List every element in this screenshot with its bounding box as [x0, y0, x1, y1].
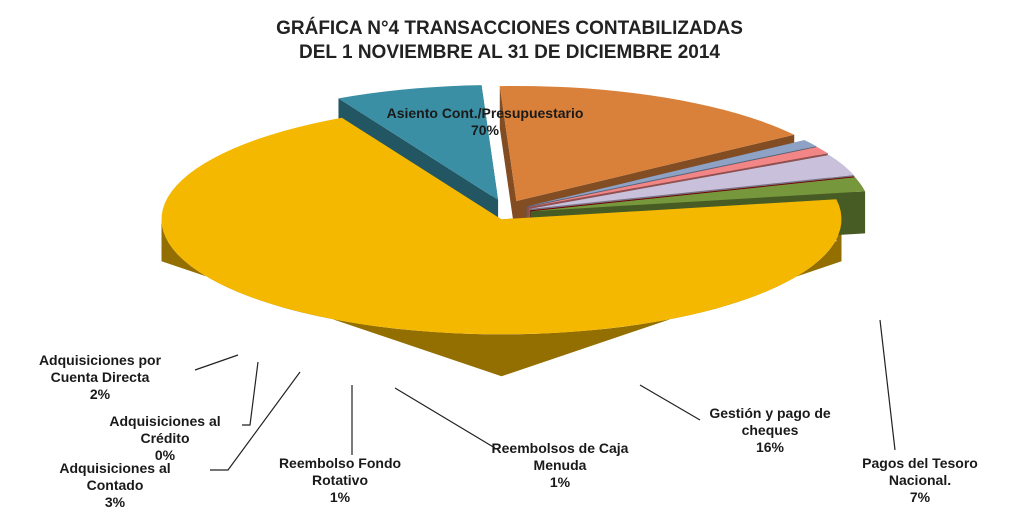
- label-value: 16%: [755, 439, 785, 455]
- leader-line: [394, 387, 496, 449]
- label-value: 1%: [549, 474, 571, 490]
- slice: [529, 155, 854, 210]
- label-value: 0%: [154, 447, 176, 463]
- label-name: Gestión y pago de cheques: [709, 405, 831, 438]
- slice: [529, 176, 855, 211]
- data-label: Adquisiciones al Contado 3%: [40, 460, 190, 511]
- label-name: Asiento Cont./Presupuestario: [386, 105, 584, 121]
- slice: [499, 86, 795, 201]
- label-name: Reembolsos de Caja Menuda: [491, 440, 629, 473]
- label-name: Adquisiciones por Cuenta Directa: [38, 352, 162, 385]
- leader-line: [210, 371, 301, 471]
- label-value: 1%: [329, 489, 351, 505]
- label-value: 2%: [89, 386, 111, 402]
- chart-title: DEL 1 NOVIEMBRE AL 31 DE DICIEMBRE 2014: [299, 42, 720, 63]
- label-name: Reembolso Fondo Rotativo: [278, 455, 402, 488]
- label-value: 3%: [104, 494, 126, 510]
- chart-title: GRÁFICA N°4 TRANSACCIONES CONTABILIZADAS: [276, 18, 743, 39]
- label-name: Adquisiciones al Contado: [59, 460, 171, 493]
- slice: [526, 140, 817, 207]
- leader-line: [879, 319, 896, 451]
- slice: [338, 85, 499, 200]
- leader-line: [194, 354, 239, 371]
- label-name: Pagos del Tesoro Nacional.: [862, 455, 978, 488]
- label-name: Adquisiciones al Crédito: [109, 413, 221, 446]
- leader-line: [242, 361, 259, 426]
- slice: [527, 147, 828, 208]
- slice: [530, 177, 866, 212]
- data-label: Adquisiciones al Crédito 0%: [100, 413, 230, 464]
- slice: [161, 117, 842, 335]
- data-label: Adquisiciones por Cuenta Directa 2%: [20, 352, 180, 403]
- data-label: Gestión y pago de cheques 16%: [700, 405, 840, 456]
- data-label: Asiento Cont./Presupuestario 70%: [380, 105, 590, 139]
- data-label: Reembolso Fondo Rotativo 1%: [265, 455, 415, 506]
- leader-line: [639, 384, 701, 421]
- data-label: Reembolsos de Caja Menuda 1%: [485, 440, 635, 491]
- label-value: 70%: [470, 122, 500, 138]
- data-label: Pagos del Tesoro Nacional. 7%: [850, 455, 990, 506]
- label-value: 7%: [909, 489, 931, 505]
